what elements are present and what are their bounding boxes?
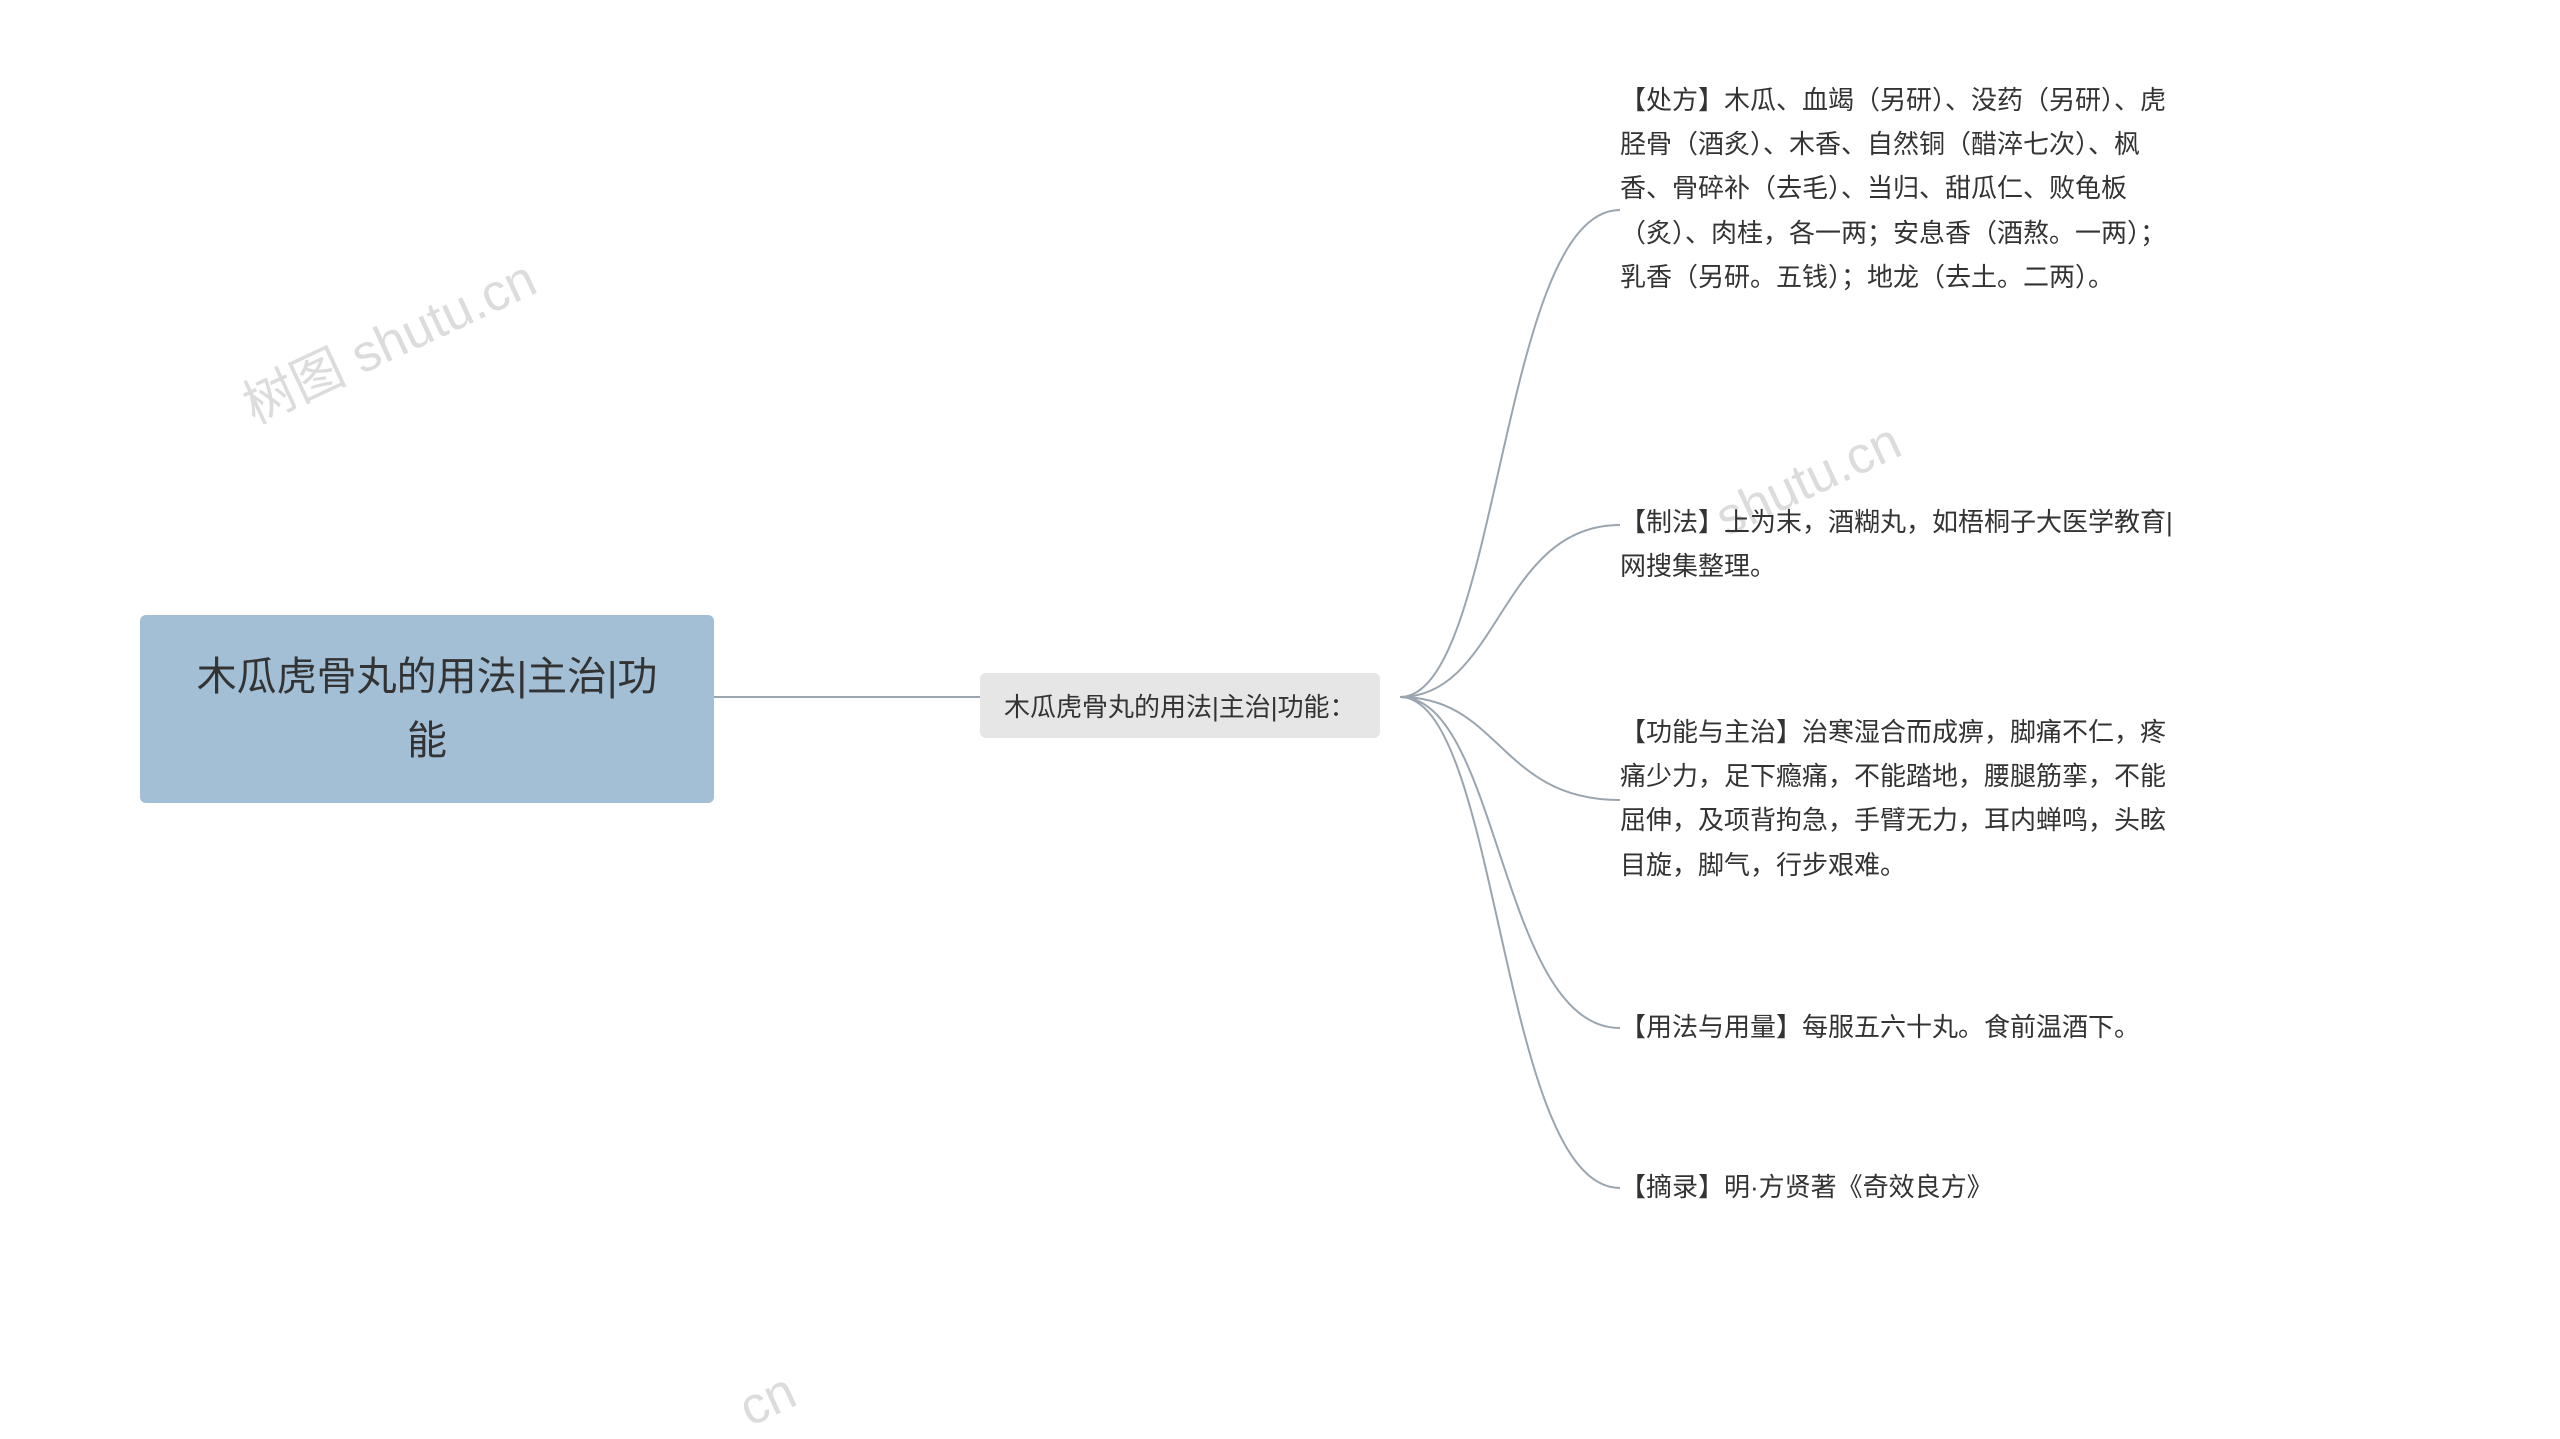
connector-l2-leaf-3 [1400,697,1620,1028]
watermark: cn [730,1361,805,1439]
leaf-node-usage[interactable]: 【用法与用量】每服五六十丸。食前温酒下。 [1620,1005,2180,1049]
connector-l2-leaf-2 [1400,697,1620,800]
leaf-label: 【用法与用量】每服五六十丸。食前温酒下。 [1620,1012,2140,1042]
connector-l2-leaf-1 [1400,525,1620,697]
watermark: 树图 shutu.cn [229,237,546,438]
root-label: 木瓜虎骨丸的用法|主治|功能 [197,655,658,763]
leaf-label: 【摘录】明·方贤著《奇效良方》 [1620,1172,1993,1202]
leaf-label: 【功能与主治】治寒湿合而成痹，脚痛不仁，疼痛少力，足下瘾痛，不能踏地，腰腿筋挛，… [1620,717,2166,880]
leaf-label: 【制法】上为末，酒糊丸，如梧桐子大医学教育|网搜集整理。 [1620,507,2173,581]
leaf-node-prescription[interactable]: 【处方】木瓜、血竭（另研）、没药（另研）、虎胫骨（酒炙）、木香、自然铜（醋淬七次… [1620,78,2180,299]
leaf-node-excerpt[interactable]: 【摘录】明·方贤著《奇效良方》 [1620,1165,2180,1209]
connector-l2-leaf-4 [1400,697,1620,1188]
level2-node[interactable]: 木瓜虎骨丸的用法|主治|功能： [980,673,1380,738]
mindmap-canvas: 树图 shutu.cn shutu.cn cn 木瓜虎骨丸的用法|主治|功能 木… [0,0,2560,1395]
connector-l2-leaf-0 [1400,210,1620,697]
root-node[interactable]: 木瓜虎骨丸的用法|主治|功能 [140,615,714,803]
level2-label: 木瓜虎骨丸的用法|主治|功能： [1004,692,1356,722]
leaf-label: 【处方】木瓜、血竭（另研）、没药（另研）、虎胫骨（酒炙）、木香、自然铜（醋淬七次… [1620,85,2166,292]
leaf-node-preparation[interactable]: 【制法】上为末，酒糊丸，如梧桐子大医学教育|网搜集整理。 [1620,500,2180,588]
leaf-node-function[interactable]: 【功能与主治】治寒湿合而成痹，脚痛不仁，疼痛少力，足下瘾痛，不能踏地，腰腿筋挛，… [1620,710,2180,887]
